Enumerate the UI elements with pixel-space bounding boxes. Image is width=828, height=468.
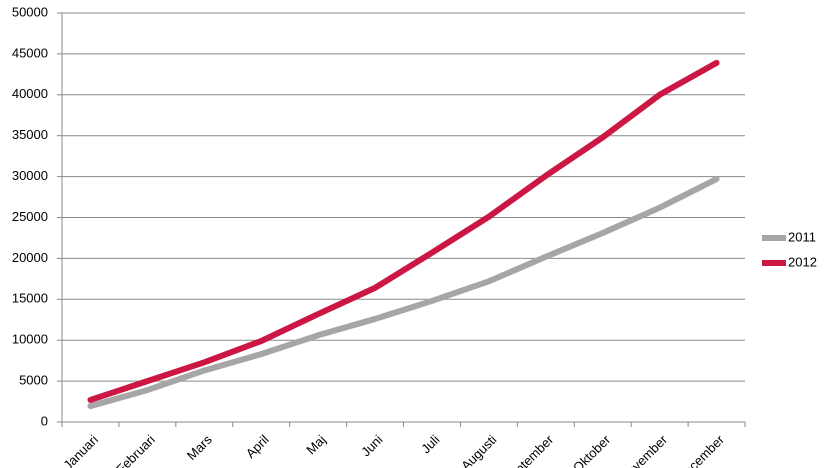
y-tick-label: 20000 bbox=[12, 250, 48, 265]
y-tick-label: 45000 bbox=[12, 45, 48, 60]
y-tick-label: 40000 bbox=[12, 86, 48, 101]
x-tick-label: December bbox=[674, 431, 727, 468]
legend-label: 2012 bbox=[788, 254, 817, 269]
x-tick-label: November bbox=[617, 431, 670, 468]
x-tick-label: Februari bbox=[113, 432, 158, 468]
y-tick-label: 15000 bbox=[12, 291, 48, 306]
x-tick-label: Juni bbox=[358, 432, 386, 460]
x-tick-label: April bbox=[243, 432, 272, 461]
y-tick-label: 0 bbox=[41, 413, 48, 428]
y-tick-label: 5000 bbox=[19, 373, 48, 388]
y-tick-label: 10000 bbox=[12, 332, 48, 347]
y-tick-label: 35000 bbox=[12, 127, 48, 142]
x-tick-label: Januari bbox=[60, 432, 101, 468]
y-tick-label: 50000 bbox=[12, 4, 48, 19]
line-series bbox=[87, 59, 720, 403]
legend-label: 2011 bbox=[788, 229, 816, 244]
y-tick-label: 25000 bbox=[12, 209, 48, 224]
x-tick-label: Maj bbox=[303, 432, 328, 457]
x-tick-label: Juli bbox=[418, 432, 442, 456]
x-tick-label: Mars bbox=[184, 432, 215, 463]
x-tick-label: September bbox=[501, 431, 557, 468]
y-tick-label: 30000 bbox=[12, 168, 48, 183]
line-series bbox=[87, 176, 720, 410]
x-tick-label: Augusti bbox=[458, 432, 499, 468]
x-tick-label: Oktober bbox=[570, 431, 614, 468]
